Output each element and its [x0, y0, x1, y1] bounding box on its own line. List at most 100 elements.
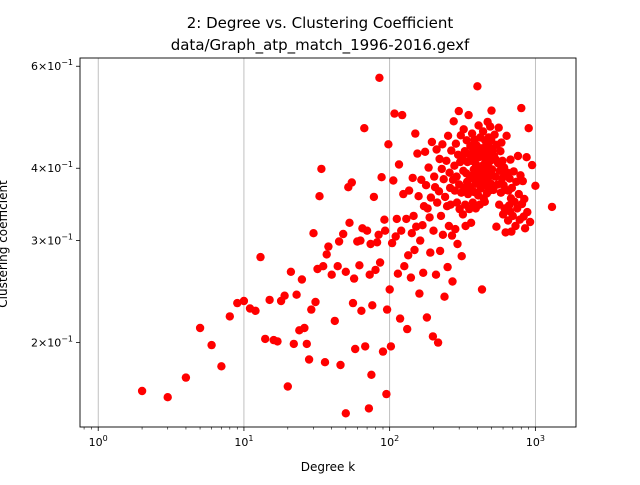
data-point [393, 269, 403, 278]
data-point [453, 239, 462, 249]
data-point [402, 214, 411, 224]
data-point [440, 292, 449, 301]
data-point [251, 306, 260, 315]
data-point [416, 236, 425, 245]
data-point [419, 268, 428, 277]
data-point [375, 73, 384, 83]
data-point [391, 232, 400, 241]
data-point [433, 198, 442, 207]
data-point [390, 109, 399, 118]
data-point [446, 200, 455, 209]
data-point [512, 177, 521, 186]
x-tick-label: 102 [380, 434, 399, 449]
data-point [349, 274, 359, 283]
data-point [497, 138, 506, 147]
data-point [413, 149, 422, 158]
data-point [438, 230, 448, 239]
data-point [451, 224, 460, 234]
data-point [474, 121, 483, 130]
y-axis-ticks: 2×10−1 3×10−1 4×10−1 6×10−1 [31, 58, 80, 350]
data-point [408, 173, 417, 183]
data-point [280, 291, 289, 300]
data-point [356, 236, 365, 245]
data-point [452, 172, 461, 181]
data-point [517, 103, 526, 113]
data-point [297, 275, 307, 284]
data-point [333, 262, 342, 271]
data-point [368, 301, 377, 310]
data-point [496, 147, 505, 156]
data-point [439, 175, 448, 184]
data-point [371, 265, 380, 275]
data-point [435, 154, 444, 164]
data-point [387, 238, 397, 248]
data-point [265, 295, 274, 305]
data-point [506, 155, 515, 164]
data-point [442, 156, 451, 165]
data-point [207, 340, 216, 350]
data-point [372, 238, 382, 247]
data-point [524, 124, 533, 133]
data-point [217, 362, 226, 371]
data-point [487, 106, 496, 115]
data-point [292, 290, 301, 299]
data-point [426, 193, 436, 202]
data-point [360, 124, 369, 133]
data-point [334, 237, 344, 246]
data-point [302, 339, 311, 349]
data-point [486, 122, 495, 131]
data-point [520, 224, 530, 233]
data-point [507, 183, 517, 193]
data-point [348, 298, 358, 308]
data-point [394, 160, 404, 169]
data-point [525, 217, 535, 227]
data-point [458, 210, 468, 219]
data-point [315, 192, 324, 201]
data-point [398, 110, 407, 120]
data-point [406, 273, 416, 282]
data-point [498, 156, 507, 165]
data-point [375, 258, 385, 267]
data-point [407, 229, 416, 238]
data-point [511, 221, 520, 231]
data-point [322, 250, 331, 259]
data-point [421, 181, 431, 190]
data-point [473, 82, 482, 91]
data-point [351, 344, 360, 354]
data-point [435, 246, 445, 256]
data-point [380, 226, 390, 235]
data-point [378, 347, 388, 356]
data-point [324, 242, 333, 251]
data-point [423, 204, 432, 213]
data-point [505, 174, 514, 183]
data-point [395, 314, 405, 323]
data-point [410, 245, 419, 255]
data-point [365, 270, 374, 279]
data-point [286, 267, 296, 276]
plot-frame [79, 57, 577, 428]
data-point [464, 110, 473, 120]
data-point [450, 186, 459, 195]
data-point [345, 218, 354, 227]
data-point [309, 229, 318, 238]
x-axis-label: Degree k [301, 460, 355, 474]
data-point [320, 358, 330, 367]
data-point [427, 137, 437, 147]
y-axis-label: Clustering coefficient [0, 180, 10, 308]
data-point [361, 342, 370, 351]
data-point [137, 386, 147, 396]
chart-title: 2: Degree vs. Clustering Coefficient [187, 14, 454, 32]
data-point [520, 194, 529, 204]
data-point [432, 145, 441, 154]
data-point [449, 117, 458, 126]
data-point [436, 211, 446, 221]
data-point [430, 172, 439, 181]
y-tick-label: 4×10−1 [31, 160, 73, 175]
data-point [386, 342, 396, 351]
x-tick-label: 101 [234, 434, 253, 449]
data-point [508, 211, 517, 221]
data-point [163, 393, 172, 402]
chart-subtitle: data/Graph_atp_match_1996-2016.gexf [171, 36, 470, 55]
data-point [397, 226, 406, 235]
